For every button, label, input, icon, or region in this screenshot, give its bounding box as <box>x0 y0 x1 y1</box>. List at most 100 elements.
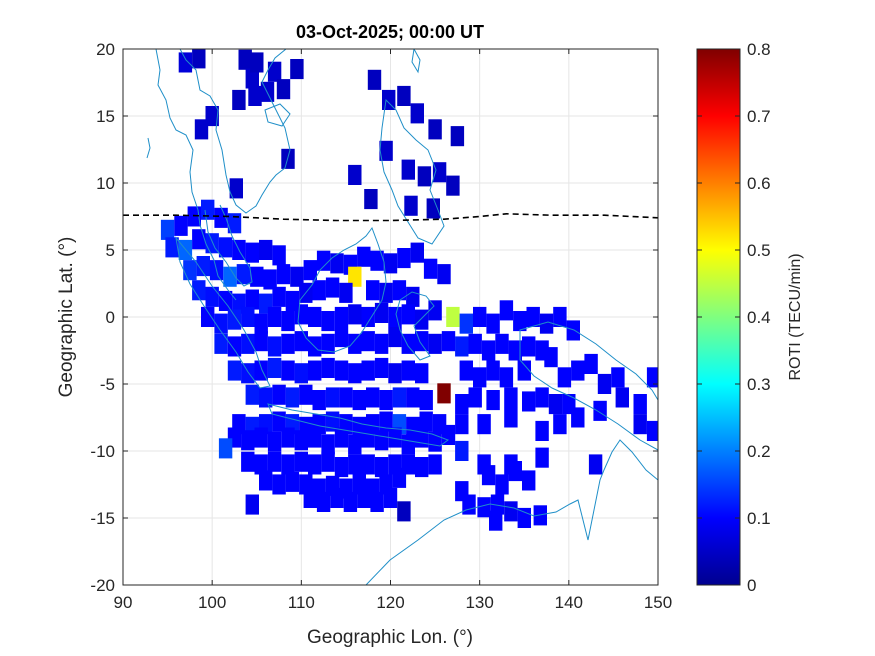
roti-cell <box>248 85 262 106</box>
roti-cell <box>553 306 567 327</box>
roti-cell <box>241 333 255 354</box>
roti-cell <box>539 313 554 334</box>
roti-cell <box>294 331 308 352</box>
roti-cell <box>428 119 442 140</box>
x-tick-label: 130 <box>465 593 493 612</box>
roti-cell <box>441 331 456 352</box>
roti-cell <box>468 333 482 354</box>
roti-cell <box>259 470 273 491</box>
roti-cell <box>446 175 460 196</box>
roti-cell <box>388 306 402 327</box>
colorbar-tick-label: 0.8 <box>747 40 771 59</box>
roti-cell <box>367 69 382 90</box>
roti-cell <box>214 333 228 354</box>
roti-cell <box>321 357 335 378</box>
roti-cell <box>290 266 304 287</box>
roti-cell <box>428 431 442 452</box>
coastline-australia <box>365 439 658 585</box>
roti-cell <box>423 258 438 279</box>
roti-cell <box>410 103 424 124</box>
roti-cell <box>281 427 295 448</box>
roti-cell <box>508 461 522 482</box>
roti-cell <box>285 471 300 492</box>
x-axis-label: Geographic Lon. (°) <box>307 627 473 648</box>
roti-cell <box>571 360 585 381</box>
roti-cell <box>428 454 442 475</box>
roti-cell <box>214 207 228 228</box>
roti-cell <box>597 373 612 394</box>
roti-cell <box>379 140 393 161</box>
roti-cell <box>462 494 476 515</box>
roti-cell <box>325 277 340 298</box>
roti-cell <box>370 491 384 512</box>
roti-cell <box>272 384 286 405</box>
coastline-taiwan <box>411 49 421 74</box>
roti-cell <box>379 282 393 303</box>
roti-cell <box>205 106 219 127</box>
roti-cell <box>267 357 282 378</box>
roti-cell <box>450 126 465 147</box>
roti-cell <box>415 427 429 448</box>
roti-cell <box>379 390 393 411</box>
roti-cell <box>504 407 518 428</box>
colorbar-tick-label: 0.4 <box>747 308 771 327</box>
roti-cell <box>370 250 384 271</box>
roti-cell <box>410 242 424 263</box>
roti-cell <box>379 411 393 432</box>
roti-cell <box>535 387 549 408</box>
roti-cell <box>361 454 375 475</box>
roti-cell <box>348 454 362 475</box>
roti-cell <box>426 198 440 219</box>
roti-cell <box>174 215 188 236</box>
roti-cell <box>334 306 349 327</box>
x-axis-ticks: 90 100 110 120 130 140 150 <box>114 49 672 612</box>
roti-cell <box>281 333 295 354</box>
roti-cell <box>357 487 371 508</box>
roti-cell <box>267 451 282 472</box>
roti-cell <box>250 52 264 73</box>
roti-cell <box>401 159 415 180</box>
roti-cell <box>321 434 335 455</box>
roti-cell <box>571 407 585 428</box>
roti-cell <box>404 195 418 216</box>
colorbar-tick-label: 0.5 <box>747 241 771 260</box>
roti-cell <box>428 333 442 354</box>
roti-cell <box>281 360 295 381</box>
roti-cell <box>397 248 411 269</box>
roti-cell <box>495 333 509 354</box>
roti-cell <box>348 434 362 455</box>
roti-cell <box>254 313 268 334</box>
roti-cell <box>308 306 322 327</box>
roti-cell <box>245 384 259 405</box>
roti-cell <box>392 387 407 408</box>
roti-cell <box>548 394 563 415</box>
coastline-sulawesi <box>395 291 435 361</box>
roti-cell <box>473 367 487 388</box>
roti-cell <box>486 360 500 381</box>
roti-cell <box>544 347 558 368</box>
y-tick-label: -20 <box>90 576 115 595</box>
roti-cell <box>459 313 473 334</box>
roti-cell <box>646 367 658 388</box>
roti-cell <box>250 266 264 287</box>
roti-cell <box>227 213 242 234</box>
roti-cell <box>455 336 469 357</box>
y-tick-label: 10 <box>96 174 115 193</box>
roti-cell <box>401 304 415 325</box>
roti-cell <box>419 411 433 432</box>
roti-cell <box>229 178 243 199</box>
coastline-borneo <box>297 226 387 353</box>
roti-cell <box>611 367 625 388</box>
roti-cell <box>308 360 322 381</box>
roti-cell <box>263 269 277 290</box>
colorbar-tick-label: 0.2 <box>747 442 771 461</box>
roti-cell <box>194 119 209 140</box>
roti-cell <box>330 253 344 274</box>
roti-cell <box>415 331 429 352</box>
roti-cell <box>446 306 460 327</box>
roti-cell <box>526 306 540 327</box>
roti-cell <box>415 363 429 384</box>
roti-cell <box>330 487 344 508</box>
roti-cell <box>406 387 420 408</box>
